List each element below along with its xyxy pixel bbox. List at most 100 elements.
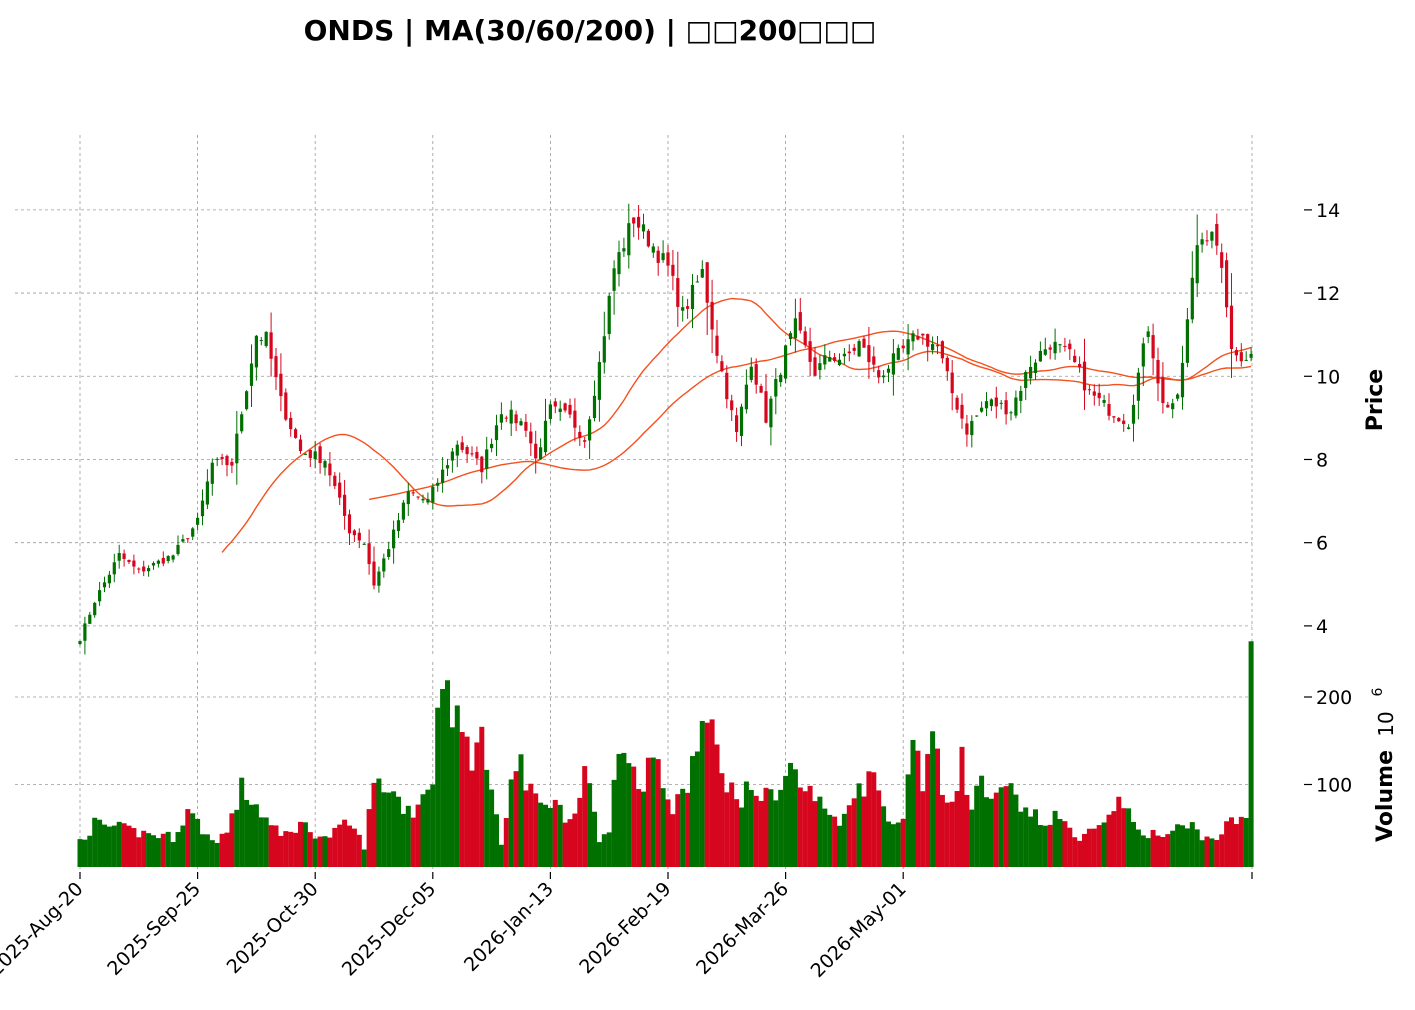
- candle-body: [181, 539, 185, 542]
- volume-bar: [538, 802, 544, 867]
- volume-bar: [709, 719, 715, 867]
- x-tick-label: 2026-May-01: [807, 878, 911, 982]
- volume-bar: [185, 809, 191, 867]
- volume-bar: [126, 825, 132, 867]
- volume-bar: [1238, 816, 1244, 867]
- volume-bar: [1091, 828, 1097, 867]
- volume-bar: [773, 800, 779, 867]
- volume-bar: [582, 766, 588, 867]
- volume-bar: [1062, 821, 1068, 867]
- volume-bar: [562, 822, 568, 867]
- volume-bar: [405, 805, 411, 867]
- candle-body: [387, 549, 391, 557]
- volume-bar: [641, 791, 646, 867]
- volume-bar: [160, 833, 166, 867]
- candle-body: [323, 461, 327, 468]
- candle-body: [857, 341, 861, 357]
- volume-bar: [748, 789, 754, 867]
- volume-bar: [1067, 827, 1073, 867]
- volume-bar: [239, 777, 245, 867]
- candle-body: [651, 246, 655, 253]
- volume-bar: [87, 835, 93, 867]
- volume-bar: [1165, 834, 1171, 867]
- candle-body: [161, 557, 165, 564]
- volume-bar: [263, 817, 269, 867]
- volume-bar: [719, 773, 725, 867]
- volume-bar: [253, 804, 259, 867]
- volume-bar: [332, 827, 338, 867]
- volume-bar: [890, 824, 896, 867]
- candle-body: [313, 451, 317, 460]
- volume-bar: [136, 837, 142, 867]
- volume-bar: [82, 839, 88, 867]
- volume-tick-label: 200: [1316, 687, 1352, 709]
- candle-body: [127, 559, 131, 563]
- volume-bar: [92, 817, 98, 867]
- volume-bar: [1233, 824, 1239, 867]
- volume-bar: [317, 836, 323, 867]
- volume-bar: [812, 801, 818, 867]
- volume-bar: [577, 797, 583, 867]
- volume-bar: [665, 799, 671, 867]
- candle-body: [235, 433, 239, 464]
- volume-bar: [503, 817, 509, 867]
- candle-body: [921, 333, 925, 336]
- candle-body: [617, 252, 621, 275]
- x-tick-label: 2025-Oct-30: [223, 878, 323, 978]
- volume-bar: [459, 732, 465, 867]
- candle-body: [107, 574, 111, 584]
- volume-bar: [1037, 825, 1043, 867]
- candle-body: [720, 361, 724, 372]
- candle-body: [416, 496, 420, 498]
- candle-body: [1097, 392, 1101, 399]
- volume-bar: [714, 744, 720, 867]
- candle-body: [563, 403, 567, 411]
- candle-body: [764, 391, 768, 423]
- volume-bar: [469, 770, 475, 867]
- x-tick-label: 2025-Sep-25: [103, 878, 205, 980]
- candle-body: [661, 253, 665, 261]
- candle-body: [553, 401, 557, 407]
- volume-bar: [817, 796, 823, 867]
- volume-multiplier: 10: [1374, 711, 1398, 736]
- x-axis: 2025-Aug-20 2025-Sep-25 2025-Oct-30 2025-De…: [0, 872, 1253, 982]
- volume-bar: [425, 789, 431, 867]
- volume-bar: [592, 811, 597, 867]
- candle-body: [798, 312, 802, 331]
- volume-bar: [391, 791, 397, 867]
- volume-bar: [690, 756, 695, 867]
- candle-body: [891, 353, 895, 375]
- candle-body: [445, 465, 450, 469]
- candle-body: [1249, 353, 1253, 358]
- volume-bar: [376, 778, 382, 867]
- candle-body: [298, 439, 303, 452]
- candle-body: [494, 425, 499, 441]
- price-tick-label: 10: [1316, 366, 1340, 388]
- volume-bar: [430, 784, 436, 867]
- candle-body: [191, 528, 195, 537]
- volume-bar: [102, 824, 107, 867]
- candle-body: [681, 307, 685, 311]
- x-tick-label: 2026-Mar-26: [692, 878, 793, 979]
- candle-body: [1185, 319, 1189, 363]
- volume-bar: [1170, 830, 1176, 867]
- volume-bar: [351, 828, 357, 867]
- volume-bar: [1018, 811, 1024, 867]
- candle-body: [504, 417, 508, 419]
- volume-bar: [935, 748, 940, 867]
- candle-body: [308, 450, 312, 459]
- volume-bar: [881, 806, 887, 867]
- volume-bar: [1023, 807, 1029, 867]
- candle-body: [470, 453, 474, 455]
- candle-body: [274, 356, 278, 378]
- volume-bar: [141, 830, 147, 867]
- candle-body: [1151, 335, 1155, 359]
- candle-body: [1234, 350, 1238, 356]
- volume-bar: [175, 832, 181, 867]
- candle-body: [441, 469, 445, 483]
- candle-body: [931, 344, 935, 350]
- candle-body: [490, 443, 494, 449]
- candle-body: [377, 571, 381, 586]
- volume-bar: [601, 834, 607, 867]
- candle-body: [984, 401, 989, 409]
